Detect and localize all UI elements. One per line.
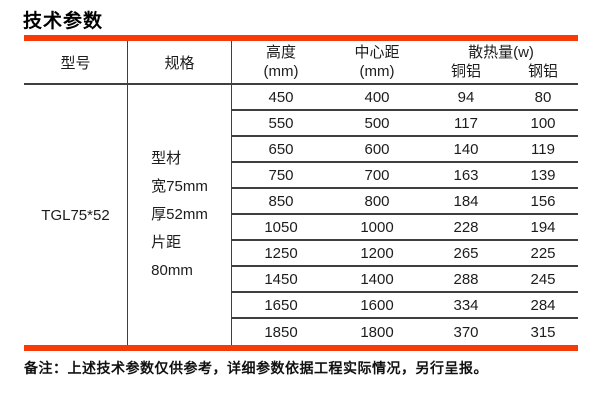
spec-line: 厚52mm [151,206,208,223]
cell-steel-aluminum: 194 [530,218,556,236]
cell-height: 450 [268,88,294,106]
cell-height: 1850 [264,323,298,341]
header-center-distance-unit: (mm) [359,63,395,80]
header-spec: 规格 [128,41,232,83]
cell-height: 850 [268,192,294,210]
spec-line: 80mm [151,262,193,279]
data-rows: 450 400 94 80 550 500 117 100 650 600 14… [232,85,578,345]
table-row: 550 500 117 100 [232,111,578,137]
cell-steel-aluminum: 119 [531,140,555,158]
header-height: 高度 (mm) [232,41,330,83]
cell-copper-aluminum: 334 [453,296,479,314]
spec-line: 宽75mm [151,178,208,195]
spec-line: 片距 [151,234,182,251]
cell-steel-aluminum: 315 [530,323,556,341]
cell-height: 1050 [264,218,298,236]
cell-center-distance: 800 [364,192,390,210]
cell-copper-aluminum: 288 [453,270,479,288]
header-model: 型号 [24,41,128,83]
cell-steel-aluminum: 284 [530,296,556,314]
cell-center-distance: 1800 [360,323,394,341]
header-heat-dissipation-label: 散热量(w) [468,44,534,61]
table-header-row: 型号 规格 高度 (mm) 中心距 (mm) 散热量(w) 铜铝 钢铝 [24,41,578,85]
table-row: 1050 1000 228 194 [232,215,578,241]
cell-copper-aluminum: 265 [453,244,479,262]
cell-copper-aluminum: 370 [453,323,479,341]
cell-steel-aluminum: 156 [530,192,556,210]
cell-copper-aluminum: 117 [454,114,478,132]
top-accent-bar [24,35,578,41]
cell-center-distance: 1200 [360,244,394,262]
cell-steel-aluminum: 80 [534,88,552,106]
cell-steel-aluminum: 100 [530,114,556,132]
spec-cell: 型材 宽75mm 厚52mm 片距 80mm [128,85,232,345]
cell-height: 650 [268,140,294,158]
header-copper-aluminum: 铜铝 [450,63,481,80]
header-height-unit: (mm) [263,63,299,80]
cell-copper-aluminum: 184 [453,192,479,210]
cell-copper-aluminum: 228 [453,218,479,236]
cell-copper-aluminum: 94 [457,88,475,106]
table-row: 450 400 94 80 [232,85,578,111]
page-title: 技术参数 [23,11,104,32]
header-steel-aluminum: 钢铝 [527,63,558,80]
table-row: 1850 1800 370 315 [232,319,578,345]
cell-copper-aluminum: 163 [453,166,479,184]
note-text: 备注：上述技术参数仅供参考，详细参数依据工程实际情况，另行呈报。 [24,360,488,376]
cell-center-distance: 1000 [360,218,394,236]
cell-center-distance: 500 [364,114,390,132]
table-row: 850 800 184 156 [232,189,578,215]
cell-height: 550 [268,114,294,132]
spec-line: 型材 [151,150,182,167]
cell-center-distance: 400 [364,88,390,106]
cell-center-distance: 700 [364,166,390,184]
table-row: 650 600 140 119 [232,137,578,163]
header-center-distance: 中心距 (mm) [330,41,424,83]
cell-height: 1450 [264,270,298,288]
table-row: 1650 1600 334 284 [232,293,578,319]
header-height-label: 高度 [265,44,296,61]
cell-steel-aluminum: 225 [530,244,556,262]
spec-lines: 型材 宽75mm 厚52mm 片距 80mm [151,145,208,285]
model-cell: TGL75*52 [24,85,128,345]
cell-height: 750 [268,166,294,184]
cell-height: 1650 [264,296,298,314]
header-heat-subcolumns: 铜铝 钢铝 [424,62,578,81]
cell-height: 1250 [264,244,298,262]
cell-copper-aluminum: 140 [453,140,479,158]
cell-steel-aluminum: 139 [530,166,556,184]
bottom-accent-bar [24,345,578,351]
header-center-distance-label: 中心距 [354,44,400,61]
cell-center-distance: 1400 [360,270,394,288]
header-heat-dissipation: 散热量(w) 铜铝 钢铝 [424,41,578,83]
table-row: 1250 1200 265 225 [232,241,578,267]
table-row: 750 700 163 139 [232,163,578,189]
technical-parameters-table: 型号 规格 高度 (mm) 中心距 (mm) 散热量(w) 铜铝 钢铝 TGL7… [24,35,578,351]
table-body: TGL75*52 型材 宽75mm 厚52mm 片距 80mm 450 400 … [24,85,578,345]
cell-center-distance: 600 [364,140,390,158]
table-row: 1450 1400 288 245 [232,267,578,293]
cell-center-distance: 1600 [360,296,394,314]
cell-steel-aluminum: 245 [530,270,556,288]
